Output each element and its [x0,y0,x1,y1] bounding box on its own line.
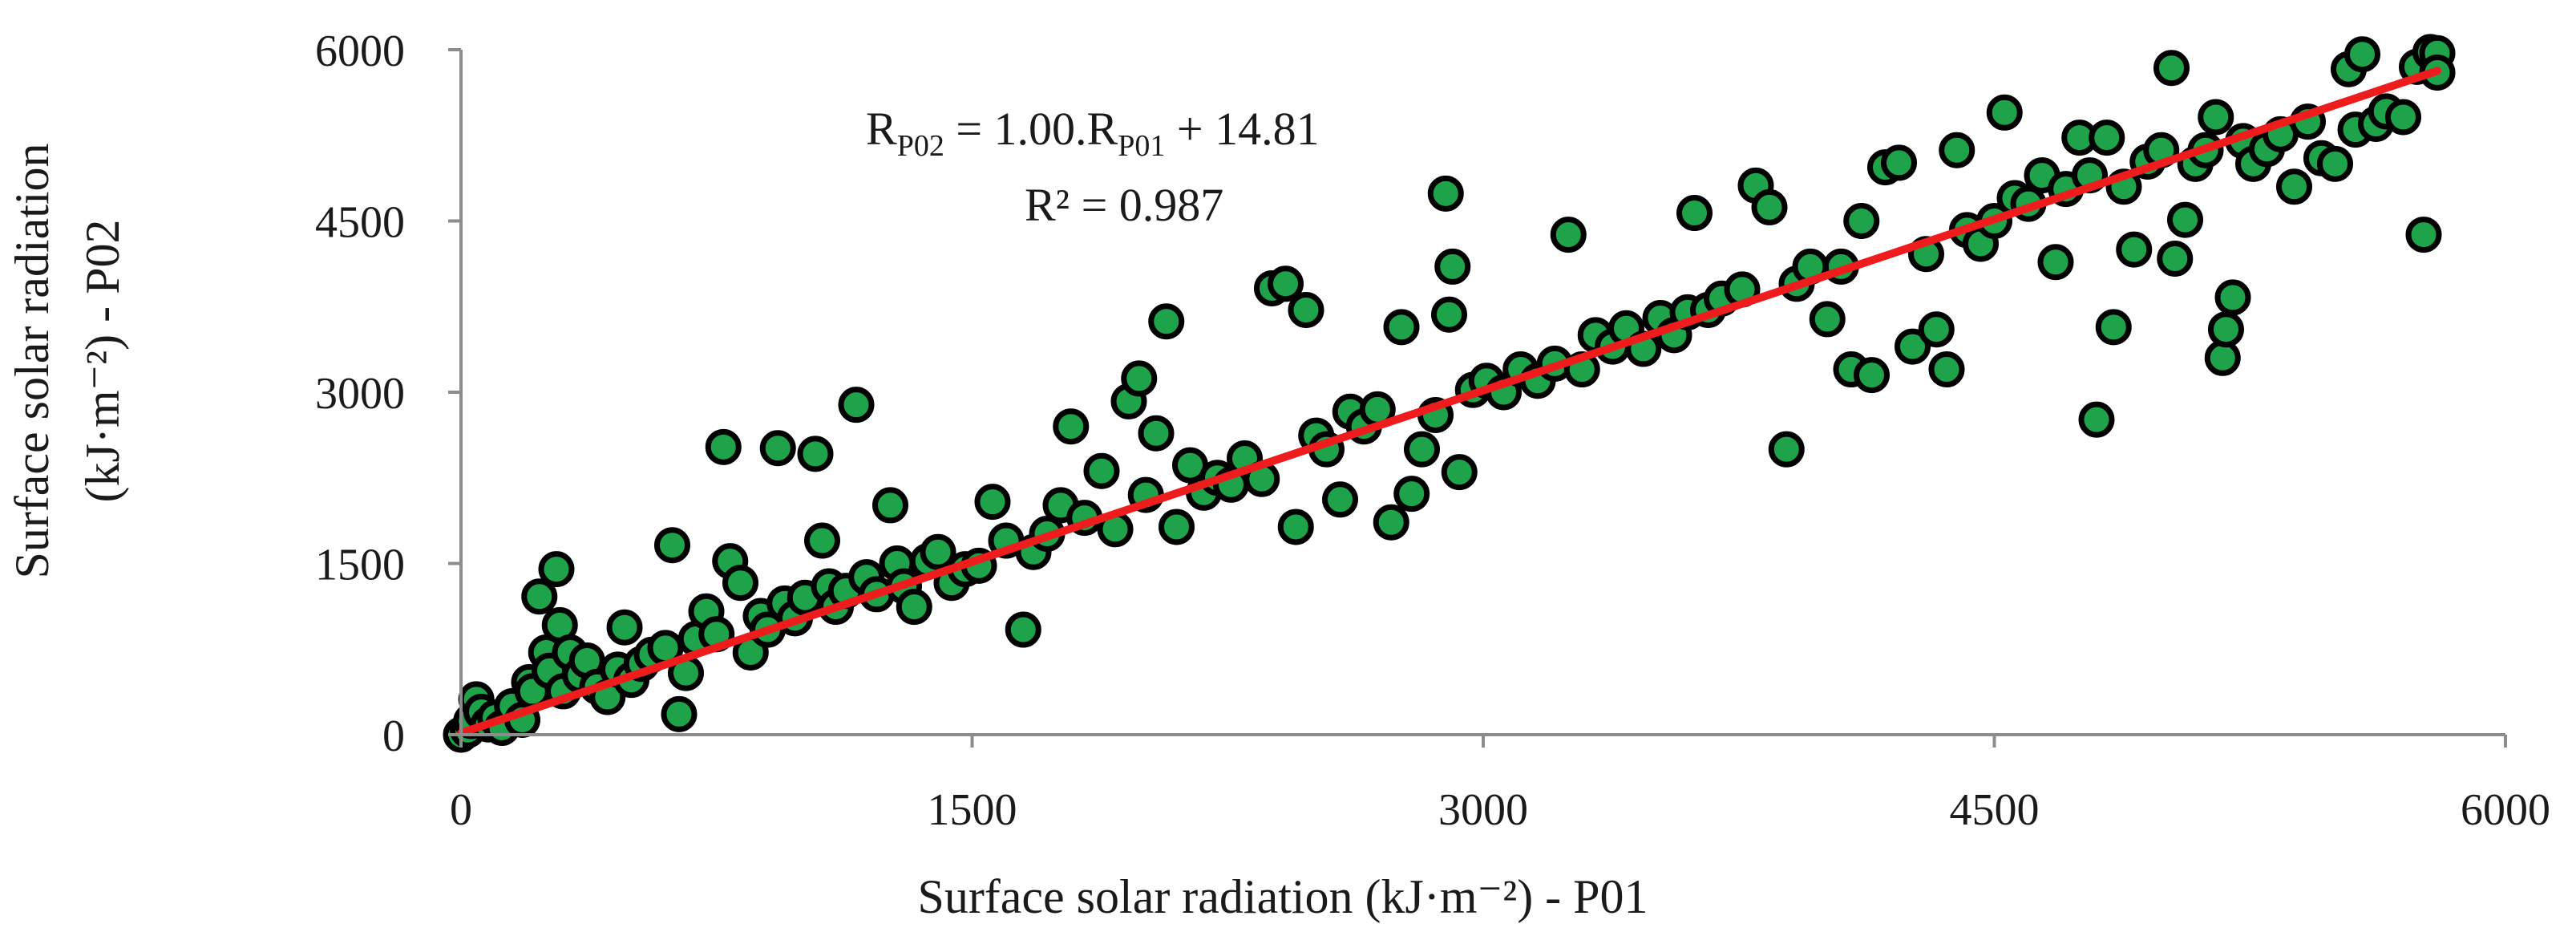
data-point [2157,240,2194,277]
data-point [2095,309,2132,346]
y-axis-title-line2: (kJ·m⁻²) - P02 [76,220,129,503]
data-point [759,430,796,467]
data-point [2153,50,2190,87]
data-point [2405,217,2442,253]
data-point [1918,311,1955,348]
data-point [1138,415,1175,452]
data-point [2385,99,2421,136]
data-point [1854,357,1890,394]
data-point [1268,265,1304,302]
data-point [1322,481,1358,518]
data-point [2317,145,2353,182]
data-point [1005,611,1041,648]
r-squared-label: R² = 0.987 [1025,179,1223,231]
trend-line [457,67,2441,737]
data-point [1895,328,1931,365]
y-tick-label: 6000 [315,26,405,76]
data-point [920,533,956,570]
data-point [1928,351,1965,388]
data-point [804,522,840,559]
data-point [1809,301,1846,338]
data-point [1277,509,1314,545]
regression-equation: RP02 = 1.00.RP01 + 14.81 [866,103,1320,163]
y-tick-label: 1500 [315,541,405,590]
data-point [1939,132,1975,168]
data-point [2089,120,2125,156]
data-point [661,695,698,732]
axis-ticks: 0 1500 3000 4500 6000 0 1500 3000 4500 6000 [315,26,2550,835]
data-point [521,578,558,615]
data-point [1083,452,1120,489]
data-point [1159,509,1195,545]
data-point [1843,203,1880,239]
data-point [2078,401,2115,438]
data-point [1383,309,1420,346]
data-points [443,34,2456,753]
x-tick-label: 1500 [928,785,1017,835]
data-point [797,436,834,472]
x-tick-label: 4500 [1950,785,2040,835]
data-point [2344,36,2380,73]
data-point [2208,311,2244,348]
data-point [1441,454,1478,491]
x-tick-label: 3000 [1438,785,1528,835]
data-point [1121,360,1158,397]
data-point [1373,504,1409,541]
y-tick-label: 3000 [315,369,405,419]
data-point [2116,231,2153,268]
data-point [2198,99,2234,136]
data-point [1431,296,1467,333]
data-point [1751,188,1788,225]
data-point [1148,303,1185,340]
data-point [2167,201,2203,238]
data-point [538,551,575,588]
data-point [896,589,932,626]
data-point [838,387,875,423]
y-axis-title-line1: Surface solar radiation [6,143,59,578]
data-point [974,484,1011,521]
data-point [1288,292,1324,329]
data-point [1393,476,1430,513]
data-point [1881,144,1917,181]
data-point [2214,279,2251,316]
data-point [722,565,758,602]
data-point [2204,339,2241,376]
data-point [1676,195,1713,232]
data-point [1986,94,2023,131]
data-point [654,527,690,564]
data-point [1053,408,1090,445]
data-point [1434,248,1471,285]
x-tick-label: 0 [450,785,472,835]
data-point [1768,431,1805,468]
data-point [1404,431,1440,468]
data-point [872,487,908,524]
data-point [705,428,742,465]
data-point [1550,217,1587,253]
data-point [2276,168,2312,205]
y-tick-label: 4500 [315,198,405,248]
y-tick-label: 0 [382,711,405,761]
x-tick-label: 6000 [2461,785,2550,835]
data-point [2037,244,2074,281]
data-point [1427,175,1464,212]
data-point [606,609,643,646]
x-axis-title: Surface solar radiation (kJ·m⁻²) - P01 [917,870,1648,923]
